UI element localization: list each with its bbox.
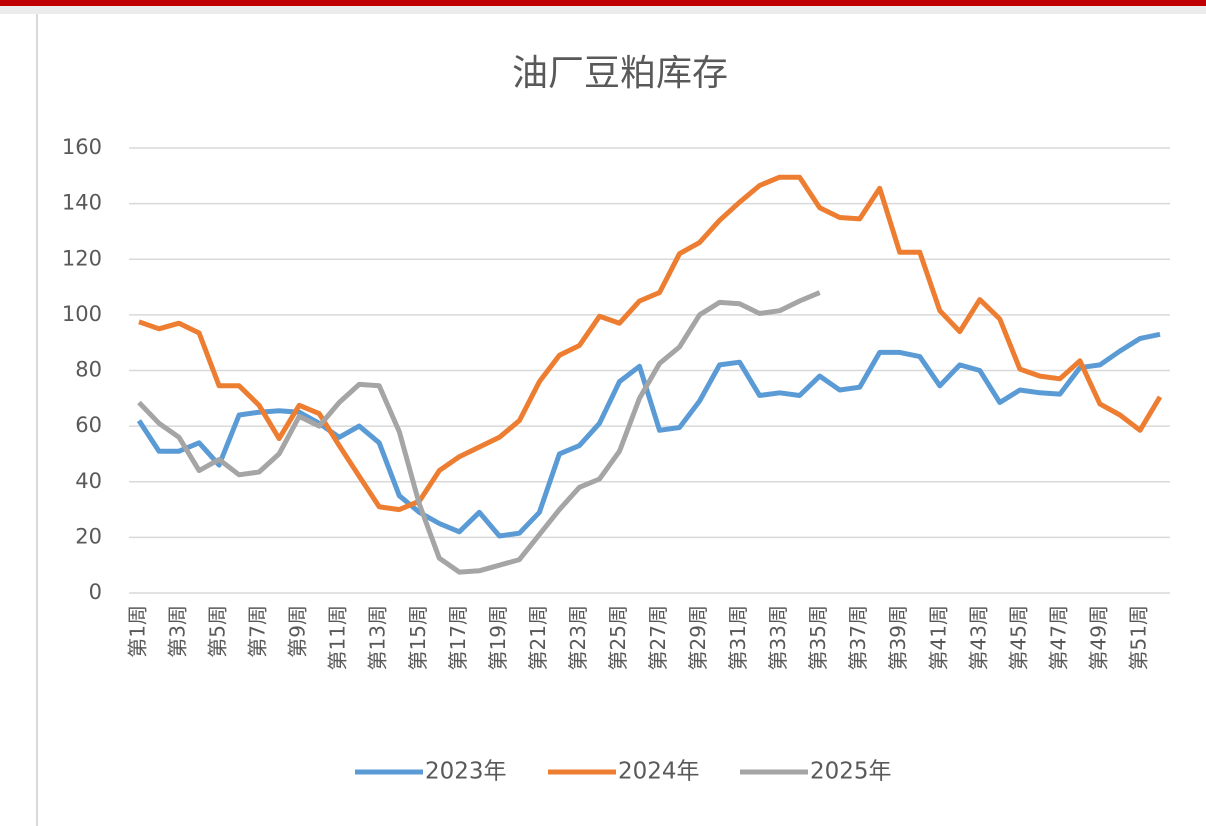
series-line <box>138 174 1163 513</box>
series-line <box>136 331 1161 539</box>
series-line <box>137 290 821 575</box>
x-tick-label: 第17周 <box>446 605 470 670</box>
x-tick-label: 第29周 <box>686 605 710 670</box>
y-tick-label: 40 <box>75 469 102 493</box>
x-tick-label: 第49周 <box>1086 605 1110 670</box>
x-tick-label: 第41周 <box>926 605 950 670</box>
x-tick-label: 第15周 <box>406 605 430 670</box>
x-tick-label: 第11周 <box>326 605 350 670</box>
chart-title: 油厂豆粕库存 <box>512 53 728 94</box>
x-tick-label: 第13周 <box>366 605 390 670</box>
x-tick-label: 第21周 <box>526 605 550 670</box>
x-tick-label: 第19周 <box>486 605 510 670</box>
x-tick-label: 第25周 <box>606 605 630 670</box>
x-tick-label: 第31周 <box>726 605 750 670</box>
y-tick-label: 80 <box>75 358 102 382</box>
y-tick-label: 160 <box>62 135 102 159</box>
x-tick-label: 第7周 <box>246 605 270 658</box>
x-tick-label: 第51周 <box>1126 605 1150 670</box>
x-tick-label: 第9周 <box>286 605 310 658</box>
x-tick-label: 第43周 <box>966 605 990 670</box>
top-shadow <box>0 6 1206 14</box>
y-tick-label: 20 <box>75 524 102 548</box>
legend-label: 2023年 <box>425 759 507 785</box>
x-tick-label: 第39周 <box>886 605 910 670</box>
x-tick-label: 第3周 <box>166 605 190 658</box>
x-tick-label: 第27周 <box>646 605 670 670</box>
legend-label: 2025年 <box>810 759 892 785</box>
x-tick-label: 第1周 <box>126 605 150 658</box>
x-tick-label: 第47周 <box>1046 605 1070 670</box>
y-tick-label: 100 <box>62 302 102 326</box>
x-tick-label: 第5周 <box>206 605 230 658</box>
x-tick-label: 第37周 <box>846 605 870 670</box>
legend-label: 2024年 <box>618 759 700 785</box>
x-tick-label: 第33周 <box>766 605 790 670</box>
x-tick-label: 第35周 <box>806 605 830 670</box>
top-bar <box>0 0 1206 6</box>
x-tick-label: 第23周 <box>566 605 590 670</box>
y-tick-label: 60 <box>75 413 102 437</box>
x-tick-label: 第45周 <box>1006 605 1030 670</box>
y-tick-label: 140 <box>62 191 102 215</box>
y-tick-label: 120 <box>62 246 102 270</box>
y-tick-label: 0 <box>89 580 102 604</box>
